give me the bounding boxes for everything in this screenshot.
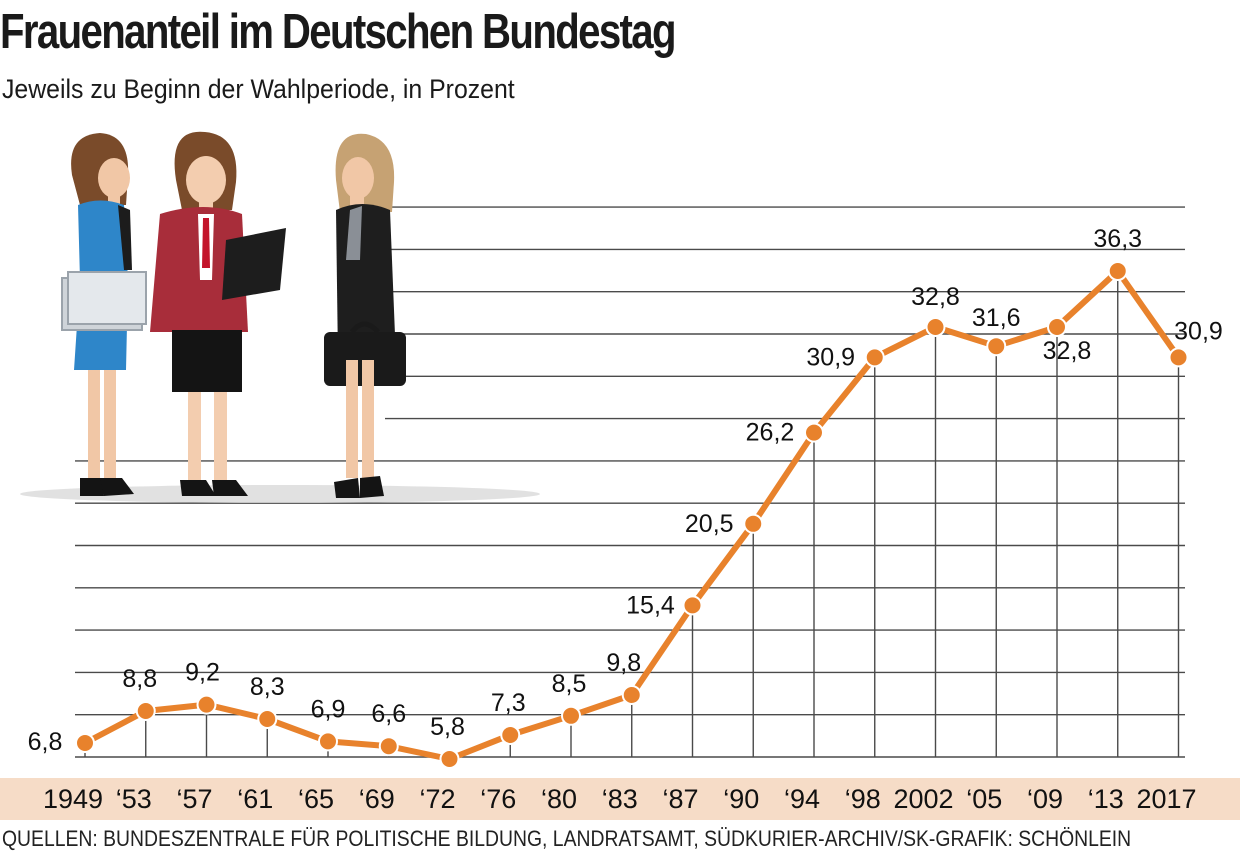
data-label: 30,9: [1174, 317, 1223, 345]
data-label: 20,5: [685, 510, 734, 538]
data-label: 9,8: [606, 649, 641, 677]
data-label: 5,8: [430, 713, 465, 741]
data-point: [75, 733, 95, 753]
value-labels: 6,8 8,8 9,2 8,3 6,9 6,6 5,8 7,3 8,5 9,8 15,4 20,5 26…: [28, 225, 1223, 756]
x-axis-band: [0, 778, 1240, 820]
woman-red-figure: [150, 131, 286, 496]
data-point: [743, 513, 764, 534]
chart-subtitle: Jeweils zu Beginn der Wahlperiode, in Pr…: [2, 74, 515, 104]
x-tick-label: ‘80: [541, 784, 577, 814]
woman-blue-figure: [61, 133, 147, 496]
data-point: [1168, 347, 1189, 368]
data-point: [986, 336, 1007, 357]
x-tick-label: ‘09: [1027, 784, 1063, 814]
source-note: QUELLEN: BUNDESZENTRALE FÜR POLITISCHE B…: [2, 826, 1132, 851]
x-tick-label: ‘05: [966, 784, 1002, 814]
data-point: [682, 595, 703, 616]
data-point: [925, 317, 946, 337]
data-point: [500, 725, 521, 745]
three-businesswomen-illustration: [20, 131, 540, 503]
data-label: 8,3: [250, 673, 285, 701]
x-tick-label: ‘98: [845, 784, 881, 814]
data-point: [1107, 261, 1128, 281]
x-tick-label: ‘72: [419, 784, 455, 814]
x-tick-label: ‘69: [359, 784, 395, 814]
x-tick-label: ‘76: [480, 784, 516, 814]
data-label: 6,8: [28, 728, 63, 756]
x-tick-label: 2017: [1136, 784, 1196, 814]
woman-dark-suit-figure: [324, 133, 406, 498]
data-label: 8,8: [122, 665, 157, 693]
data-point: [135, 701, 156, 721]
data-point: [318, 731, 338, 752]
data-point: [621, 685, 642, 705]
data-label: 6,9: [311, 695, 346, 723]
data-label: 6,6: [371, 700, 406, 728]
data-point: [561, 705, 581, 726]
data-point: [196, 694, 217, 715]
data-point: [257, 709, 278, 729]
data-point: [1047, 317, 1067, 337]
data-label: 15,4: [626, 591, 675, 619]
x-tick-label: ‘53: [116, 784, 152, 814]
data-point: [439, 749, 460, 769]
data-point: [864, 347, 885, 368]
data-point: [378, 736, 399, 757]
data-label: 26,2: [746, 419, 795, 447]
x-tick-label: 1949: [43, 784, 103, 814]
x-tick-label: ‘13: [1088, 784, 1124, 814]
data-label: 32,8: [1043, 337, 1092, 365]
x-tick-label: ‘61: [237, 784, 273, 814]
x-tick-label: ‘87: [662, 784, 698, 814]
data-label: 36,3: [1093, 225, 1142, 253]
x-tick-label: ‘94: [784, 784, 820, 814]
x-tick-labels: 1949 ‘53 ‘57 ‘61 ‘65 ‘69 ‘72 ‘76 ‘80 ‘83 ‘87 ‘90 ‘94…: [43, 784, 1197, 814]
data-label: 30,9: [806, 343, 855, 371]
data-label: 9,2: [185, 659, 220, 687]
chart-title: Frauenanteil im Deutschen Bundestag: [0, 5, 677, 59]
data-label: 31,6: [972, 304, 1021, 332]
x-tick-label: ‘65: [298, 784, 334, 814]
data-markers: [75, 261, 1189, 769]
x-tick-label: ‘57: [176, 784, 212, 814]
data-label: 32,8: [911, 283, 960, 311]
x-tick-label: 2002: [893, 784, 953, 814]
x-tick-label: ‘90: [723, 784, 759, 814]
data-label: 8,5: [552, 670, 587, 698]
data-point: [804, 422, 824, 443]
x-tick-label: ‘83: [602, 784, 638, 814]
data-label: 7,3: [491, 689, 526, 717]
